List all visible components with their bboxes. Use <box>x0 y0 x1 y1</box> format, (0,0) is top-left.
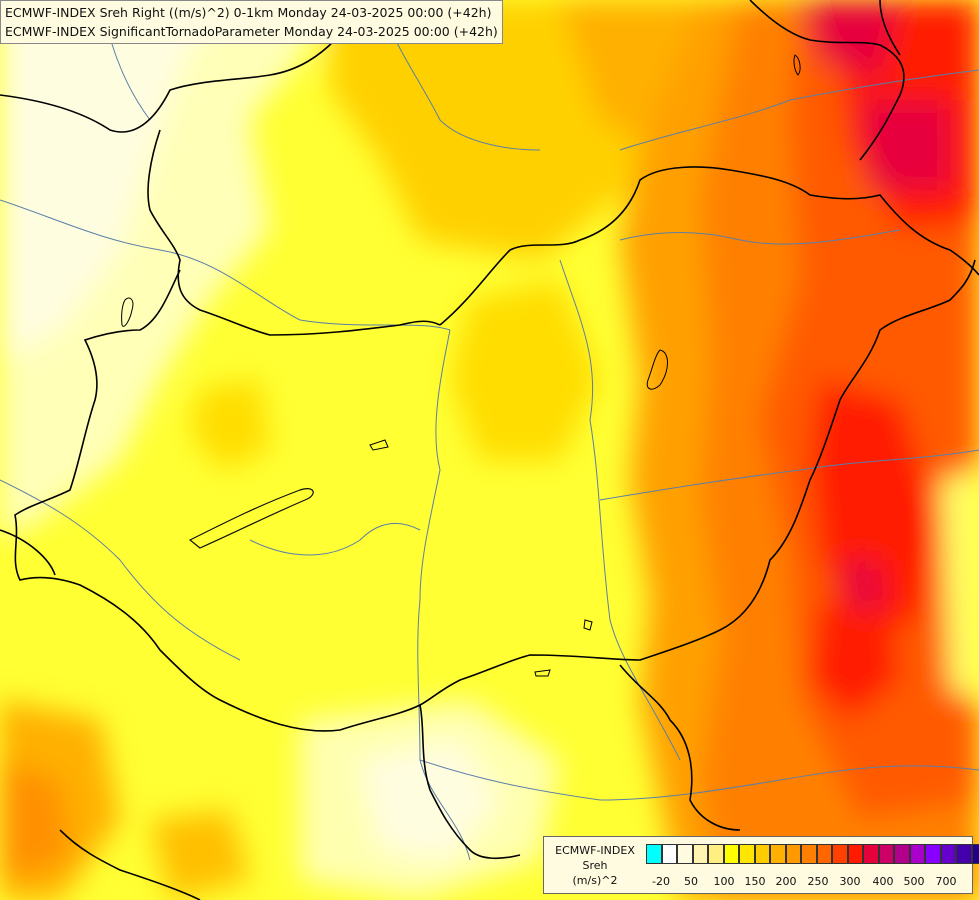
legend-swatch <box>646 844 662 864</box>
legend-tick-label: 300 <box>839 875 861 888</box>
legend-swatch <box>878 844 894 864</box>
legend-swatch <box>940 844 956 864</box>
legend-swatch <box>801 844 817 864</box>
legend-swatch <box>723 844 739 864</box>
title-line-2: ECMWF-INDEX SignificantTornadoParameter … <box>5 24 498 39</box>
legend-swatch <box>847 844 863 864</box>
legend-swatch <box>785 844 801 864</box>
legend-swatch <box>956 844 972 864</box>
legend-swatch <box>677 844 693 864</box>
legend-swatch <box>739 844 755 864</box>
legend-swatch <box>971 844 979 864</box>
legend-tick-label: -20 <box>652 875 670 888</box>
legend-swatch <box>754 844 770 864</box>
title-line-1: ECMWF-INDEX Sreh Right ((m/s)^2) 0-1km M… <box>5 5 492 20</box>
legend-swatch <box>708 844 724 864</box>
rivers <box>0 0 979 861</box>
legend-source: ECMWF-INDEX <box>555 844 635 857</box>
legend-swatch <box>925 844 941 864</box>
small-lakes <box>121 54 801 677</box>
legend-swatch <box>863 844 879 864</box>
legend-ticks: -20 50 100 150 200 250 300 400 500 700 <box>646 875 966 889</box>
color-legend: ECMWF-INDEX Sreh (m/s)^2 -20 50 100 150 200 2… <box>543 836 979 894</box>
legend-tick-label: 700 <box>935 875 957 888</box>
legend-swatch <box>661 844 677 864</box>
legend-title: ECMWF-INDEX Sreh (m/s)^2 <box>546 843 644 888</box>
legend-swatch <box>909 844 925 864</box>
lake-outline <box>188 488 314 549</box>
legend-tick-label: 400 <box>872 875 894 888</box>
legend-tick-label: 250 <box>807 875 829 888</box>
legend-swatch <box>816 844 832 864</box>
legend-swatch <box>832 844 848 864</box>
legend-swatch <box>692 844 708 864</box>
legend-tick-label: 500 <box>903 875 925 888</box>
legend-tick-label: 50 <box>684 875 698 888</box>
legend-tick-label: 150 <box>744 875 766 888</box>
legend-swatch <box>770 844 786 864</box>
map-title: ECMWF-INDEX Sreh Right ((m/s)^2) 0-1km M… <box>0 0 503 44</box>
legend-tick-label: 100 <box>713 875 735 888</box>
legend-tick-label: 200 <box>775 875 797 888</box>
legend-variable: Sreh <box>582 859 608 872</box>
legend-unit: (m/s)^2 <box>572 874 618 887</box>
legend-swatches <box>646 844 979 866</box>
legend-swatch <box>894 844 910 864</box>
